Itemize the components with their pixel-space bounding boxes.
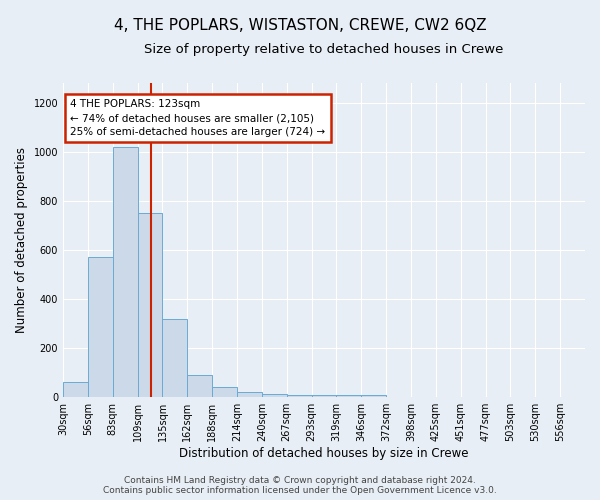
Bar <box>187 375 212 397</box>
Title: Size of property relative to detached houses in Crewe: Size of property relative to detached ho… <box>145 42 504 56</box>
Bar <box>113 147 137 397</box>
X-axis label: Distribution of detached houses by size in Crewe: Distribution of detached houses by size … <box>179 447 469 460</box>
Bar <box>88 258 113 397</box>
Bar <box>337 395 361 397</box>
Bar <box>287 395 311 397</box>
Bar <box>262 394 287 397</box>
Text: 4, THE POPLARS, WISTASTON, CREWE, CW2 6QZ: 4, THE POPLARS, WISTASTON, CREWE, CW2 6Q… <box>113 18 487 32</box>
Bar <box>63 382 88 397</box>
Bar <box>237 392 262 397</box>
Text: Contains HM Land Registry data © Crown copyright and database right 2024.
Contai: Contains HM Land Registry data © Crown c… <box>103 476 497 495</box>
Bar <box>137 213 163 397</box>
Y-axis label: Number of detached properties: Number of detached properties <box>15 147 28 333</box>
Bar <box>212 388 237 397</box>
Bar <box>361 395 386 397</box>
Bar <box>163 318 187 397</box>
Text: 4 THE POPLARS: 123sqm
← 74% of detached houses are smaller (2,105)
25% of semi-d: 4 THE POPLARS: 123sqm ← 74% of detached … <box>70 99 326 137</box>
Bar <box>311 395 337 397</box>
